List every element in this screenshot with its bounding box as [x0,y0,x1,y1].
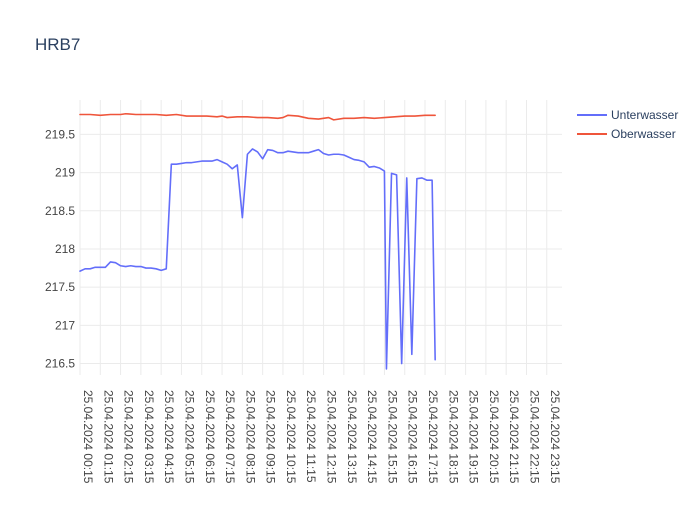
x-tick-label: 25.04.2024 12:15 [325,390,339,484]
x-tick-label: 25.04.2024 00:15 [81,390,95,484]
grid-layer [79,100,562,375]
x-tick-label: 25.04.2024 07:15 [223,390,237,484]
y-tick-label: 219.5 [45,127,75,141]
x-tick-label: 25.04.2024 18:15 [446,390,460,484]
x-tick-label: 25.04.2024 20:15 [487,390,501,484]
x-tick-label: 25.04.2024 16:15 [406,390,420,484]
y-tick-label: 219 [55,166,75,180]
x-tick-label: 25.04.2024 17:15 [426,390,440,484]
y-axis-ticks: 216.5 217 217.5 218 218.5 219 219.5 [45,127,75,370]
legend-label: Unterwasser [611,108,678,122]
x-tick-label: 25.04.2024 04:15 [162,390,176,484]
x-tick-label: 25.04.2024 03:15 [142,390,156,484]
x-tick-label: 25.04.2024 02:15 [122,390,136,484]
series-layer [79,112,436,370]
series-line-oberwasser [79,112,436,121]
x-tick-label: 25.04.2024 11:15 [304,390,318,483]
y-tick-label: 218.5 [45,204,75,218]
x-tick-label: 25.04.2024 01:15 [101,390,115,484]
legend[interactable]: Unterwasser Oberwasser [577,108,678,141]
x-tick-label: 25.04.2024 19:15 [467,390,481,484]
chart-title: HRB7 [35,35,80,54]
x-tick-label: 25.04.2024 10:15 [284,390,298,484]
y-tick-label: 217 [55,318,75,332]
x-tick-label: 25.04.2024 14:15 [365,390,379,484]
x-tick-label: 25.04.2024 23:15 [548,390,562,484]
x-tick-label: 25.04.2024 15:15 [385,390,399,484]
x-tick-label: 25.04.2024 21:15 [507,390,521,484]
legend-label: Oberwasser [611,127,676,141]
x-tick-label: 25.04.2024 05:15 [182,390,196,484]
series-line-unterwasser [79,148,436,370]
legend-item-oberwasser[interactable]: Oberwasser [577,127,676,141]
x-tick-label: 25.04.2024 08:15 [243,390,257,484]
y-tick-label: 217.5 [45,280,75,294]
x-tick-label: 25.04.2024 09:15 [264,390,278,484]
y-tick-label: 216.5 [45,357,75,371]
x-tick-label: 25.04.2024 06:15 [203,390,217,484]
x-tick-label: 25.04.2024 22:15 [527,390,541,484]
x-axis-ticks: 25.04.2024 00:15 25.04.2024 01:15 25.04.20… [81,390,562,484]
x-tick-label: 25.04.2024 13:15 [345,390,359,484]
legend-item-unterwasser[interactable]: Unterwasser [577,108,678,122]
y-tick-label: 218 [55,242,75,256]
